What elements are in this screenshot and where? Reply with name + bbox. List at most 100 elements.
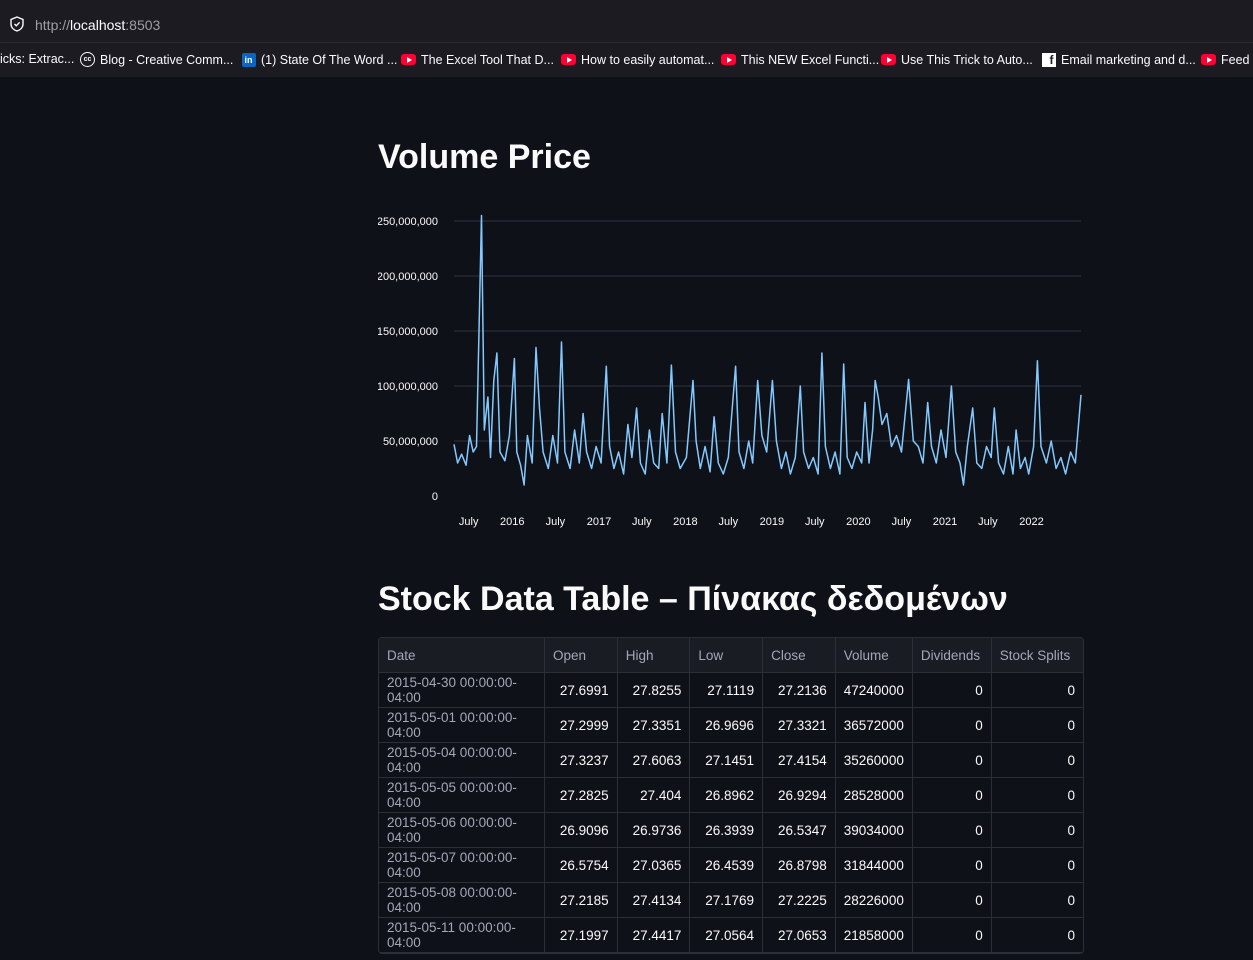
cell-open[interactable]: 26.5754	[544, 847, 618, 883]
table-row[interactable]: 2015-05-01 00:00:00-04:00 27.2999 27.335…	[379, 707, 1083, 743]
address-bar[interactable]: http://localhost:8503	[0, 6, 1253, 43]
cell-high[interactable]: 26.9736	[617, 812, 691, 848]
cell-close[interactable]: 26.5347	[762, 812, 836, 848]
cell-stock-splits[interactable]: 0	[991, 847, 1083, 883]
cell-close[interactable]: 27.2225	[762, 882, 836, 918]
cell-volume[interactable]: 31844000	[835, 847, 913, 883]
cell-open[interactable]: 27.2999	[544, 707, 618, 743]
cell-stock-splits[interactable]: 0	[991, 812, 1083, 848]
cell-dividends[interactable]: 0	[912, 777, 992, 813]
cell-low[interactable]: 26.4539	[689, 847, 764, 883]
cell-open[interactable]: 27.1997	[544, 917, 618, 953]
column-header-dividends[interactable]: Dividends	[912, 638, 992, 673]
volume-line-chart[interactable]: 0 50,000,000 100,000,000 150,000,000 200,000…	[378, 195, 1082, 540]
cell-low[interactable]: 27.1119	[689, 672, 764, 708]
url-port: :8503	[125, 17, 161, 33]
bookmark-item[interactable]: f Email marketing and d...	[1041, 52, 1196, 67]
x-tick-label: July	[978, 516, 998, 528]
cell-low[interactable]: 27.1451	[689, 742, 764, 778]
table-header-row: Date Open High Low Close Volume Dividend…	[379, 638, 1083, 673]
cell-open[interactable]: 26.9096	[544, 812, 618, 848]
url-text[interactable]: http://localhost:8503	[35, 17, 160, 33]
cell-date[interactable]: 2015-05-04 00:00:00-04:00	[379, 742, 546, 778]
cell-date[interactable]: 2015-05-01 00:00:00-04:00	[379, 707, 546, 743]
table-row[interactable]: 2015-05-06 00:00:00-04:00 26.9096 26.973…	[379, 812, 1083, 848]
cell-open[interactable]: 27.2185	[544, 882, 618, 918]
cell-stock-splits[interactable]: 0	[991, 777, 1083, 813]
cell-low[interactable]: 26.8962	[689, 777, 764, 813]
cell-dividends[interactable]: 0	[912, 812, 992, 848]
cell-volume[interactable]: 21858000	[835, 917, 913, 953]
column-header-date[interactable]: Date	[379, 638, 546, 673]
table-row[interactable]: 2015-05-05 00:00:00-04:00 27.2825 27.404…	[379, 777, 1083, 813]
cell-high[interactable]: 27.6063	[617, 742, 691, 778]
cell-low[interactable]: 27.1769	[689, 882, 764, 918]
column-header-close[interactable]: Close	[762, 638, 836, 673]
cell-volume[interactable]: 36572000	[835, 707, 913, 743]
cell-stock-splits[interactable]: 0	[991, 742, 1083, 778]
stock-data-table[interactable]: Date Open High Low Close Volume Dividend…	[378, 637, 1084, 954]
cell-volume[interactable]: 35260000	[835, 742, 913, 778]
bookmark-item[interactable]: How to easily automat...	[561, 52, 714, 67]
cell-open[interactable]: 27.2825	[544, 777, 618, 813]
table-row[interactable]: 2015-04-30 00:00:00-04:00 27.6991 27.825…	[379, 672, 1083, 708]
bookmark-item[interactable]: The Excel Tool That D...	[401, 52, 554, 67]
cell-stock-splits[interactable]: 0	[991, 917, 1083, 953]
cell-date[interactable]: 2015-05-11 00:00:00-04:00	[379, 917, 546, 953]
cell-date[interactable]: 2015-05-05 00:00:00-04:00	[379, 777, 546, 813]
bookmark-item[interactable]: cc Blog - Creative Comm...	[80, 52, 233, 67]
cell-high[interactable]: 27.4134	[617, 882, 691, 918]
column-header-high[interactable]: High	[617, 638, 691, 673]
cell-date[interactable]: 2015-05-08 00:00:00-04:00	[379, 882, 546, 918]
cell-dividends[interactable]: 0	[912, 882, 992, 918]
cell-low[interactable]: 26.9696	[689, 707, 764, 743]
cell-dividends[interactable]: 0	[912, 917, 992, 953]
cell-close[interactable]: 26.9294	[762, 777, 836, 813]
cell-volume[interactable]: 28226000	[835, 882, 913, 918]
shield-icon[interactable]	[9, 16, 25, 32]
cell-stock-splits[interactable]: 0	[991, 707, 1083, 743]
youtube-icon	[561, 52, 576, 67]
cell-volume[interactable]: 47240000	[835, 672, 913, 708]
cell-close[interactable]: 27.0653	[762, 917, 836, 953]
column-header-open[interactable]: Open	[544, 638, 618, 673]
volume-series-line[interactable]	[453, 214, 1082, 486]
y-tick-label: 250,000,000	[378, 216, 438, 228]
table-row[interactable]: 2015-05-08 00:00:00-04:00 27.2185 27.413…	[379, 882, 1083, 918]
cell-open[interactable]: 27.3237	[544, 742, 618, 778]
cell-date[interactable]: 2015-04-30 00:00:00-04:00	[379, 672, 546, 708]
column-header-low[interactable]: Low	[689, 638, 764, 673]
cell-dividends[interactable]: 0	[912, 672, 992, 708]
cell-high[interactable]: 27.3351	[617, 707, 691, 743]
cell-dividends[interactable]: 0	[912, 847, 992, 883]
bookmark-item[interactable]: This NEW Excel Functi...	[721, 52, 879, 67]
cell-date[interactable]: 2015-05-06 00:00:00-04:00	[379, 812, 546, 848]
cell-stock-splits[interactable]: 0	[991, 672, 1083, 708]
cell-volume[interactable]: 28528000	[835, 777, 913, 813]
cell-close[interactable]: 27.2136	[762, 672, 836, 708]
bookmark-item[interactable]: Feed Y	[1201, 52, 1253, 67]
bookmark-item[interactable]: in (1) State Of The Word ...	[241, 52, 397, 67]
cell-high[interactable]: 27.404	[617, 777, 691, 813]
table-row[interactable]: 2015-05-11 00:00:00-04:00 27.1997 27.441…	[379, 917, 1083, 953]
cell-high[interactable]: 27.8255	[617, 672, 691, 708]
table-row[interactable]: 2015-05-07 00:00:00-04:00 26.5754 27.036…	[379, 847, 1083, 883]
cell-low[interactable]: 27.0564	[689, 917, 764, 953]
cell-dividends[interactable]: 0	[912, 742, 992, 778]
cell-open[interactable]: 27.6991	[544, 672, 618, 708]
cell-low[interactable]: 26.3939	[689, 812, 764, 848]
cell-close[interactable]: 27.3321	[762, 707, 836, 743]
bookmark-item[interactable]: Use This Trick to Auto...	[881, 52, 1033, 67]
cell-dividends[interactable]: 0	[912, 707, 992, 743]
column-header-stock-splits[interactable]: Stock Splits	[991, 638, 1083, 673]
cell-volume[interactable]: 39034000	[835, 812, 913, 848]
table-row[interactable]: 2015-05-04 00:00:00-04:00 27.3237 27.606…	[379, 742, 1083, 778]
column-header-volume[interactable]: Volume	[835, 638, 913, 673]
cell-high[interactable]: 27.0365	[617, 847, 691, 883]
cell-stock-splits[interactable]: 0	[991, 882, 1083, 918]
cell-close[interactable]: 26.8798	[762, 847, 836, 883]
cell-high[interactable]: 27.4417	[617, 917, 691, 953]
cell-date[interactable]: 2015-05-07 00:00:00-04:00	[379, 847, 546, 883]
cell-close[interactable]: 27.4154	[762, 742, 836, 778]
bookmark-item[interactable]: icks: Extrac...	[0, 52, 74, 66]
